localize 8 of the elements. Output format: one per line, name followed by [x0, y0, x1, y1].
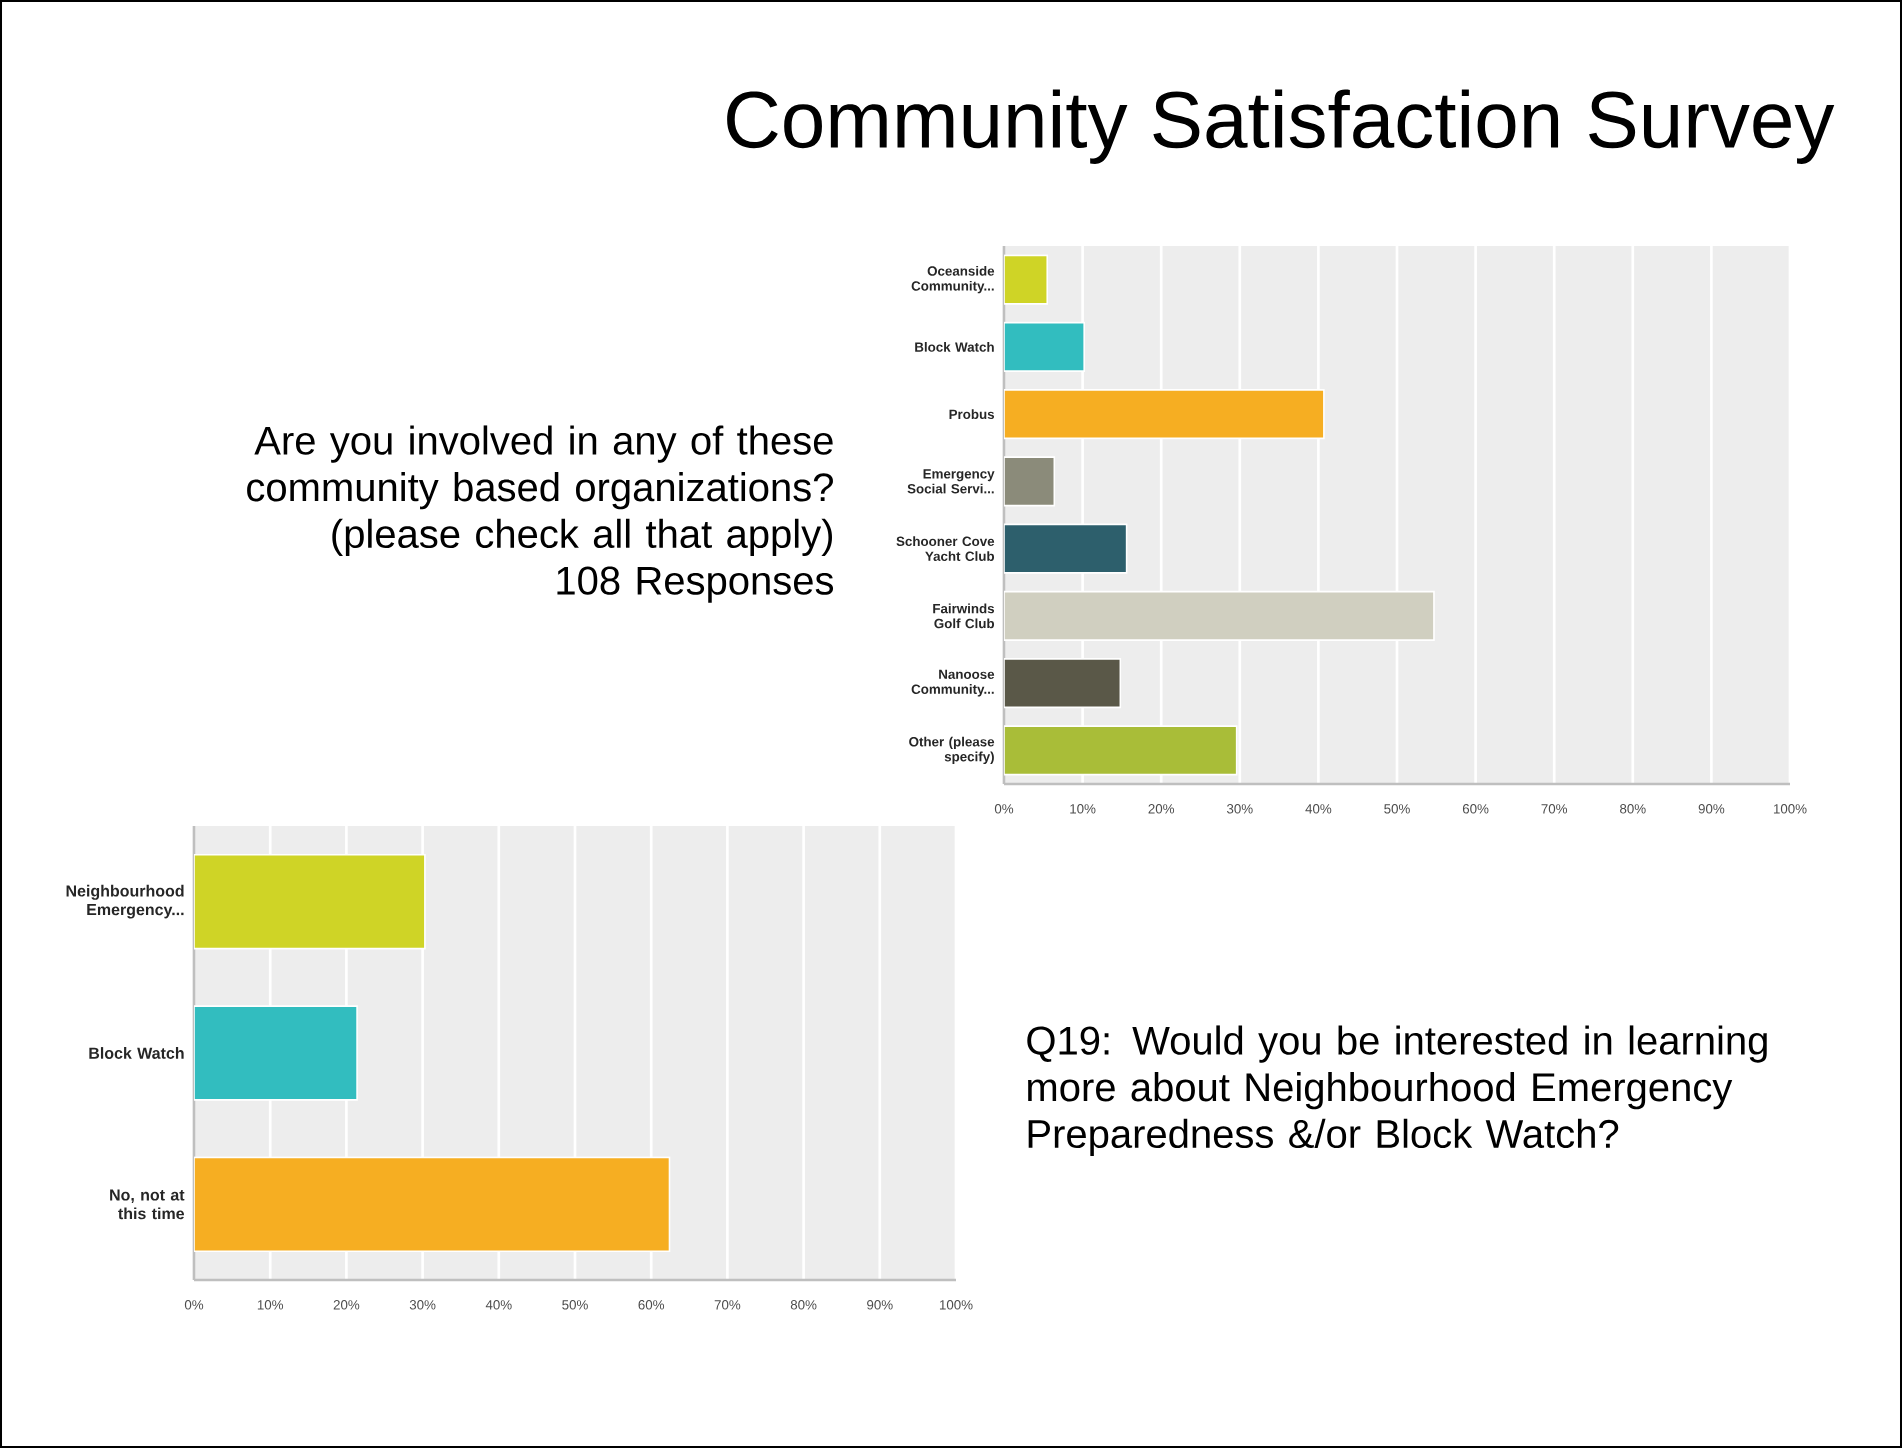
bar: [1004, 254, 1049, 305]
text: Are you involved in any of these community based organizations? (please check all that apply): [247, 425, 833, 557]
y-tick-label: No, not at this time: [110, 1189, 185, 1220]
y-tick-label: Block Watch: [89, 1047, 184, 1059]
text: 108 Responses: [557, 566, 834, 603]
chart-title: Community Satisfaction Survey: [727, 89, 1835, 164]
y-tick-label: Neighbourhood Emergency...: [66, 884, 184, 919]
text: Q19: Would you be interested in learning more about Neighbourhood Emergency Preparedness &/or Block Watch?: [1027, 1025, 1767, 1157]
